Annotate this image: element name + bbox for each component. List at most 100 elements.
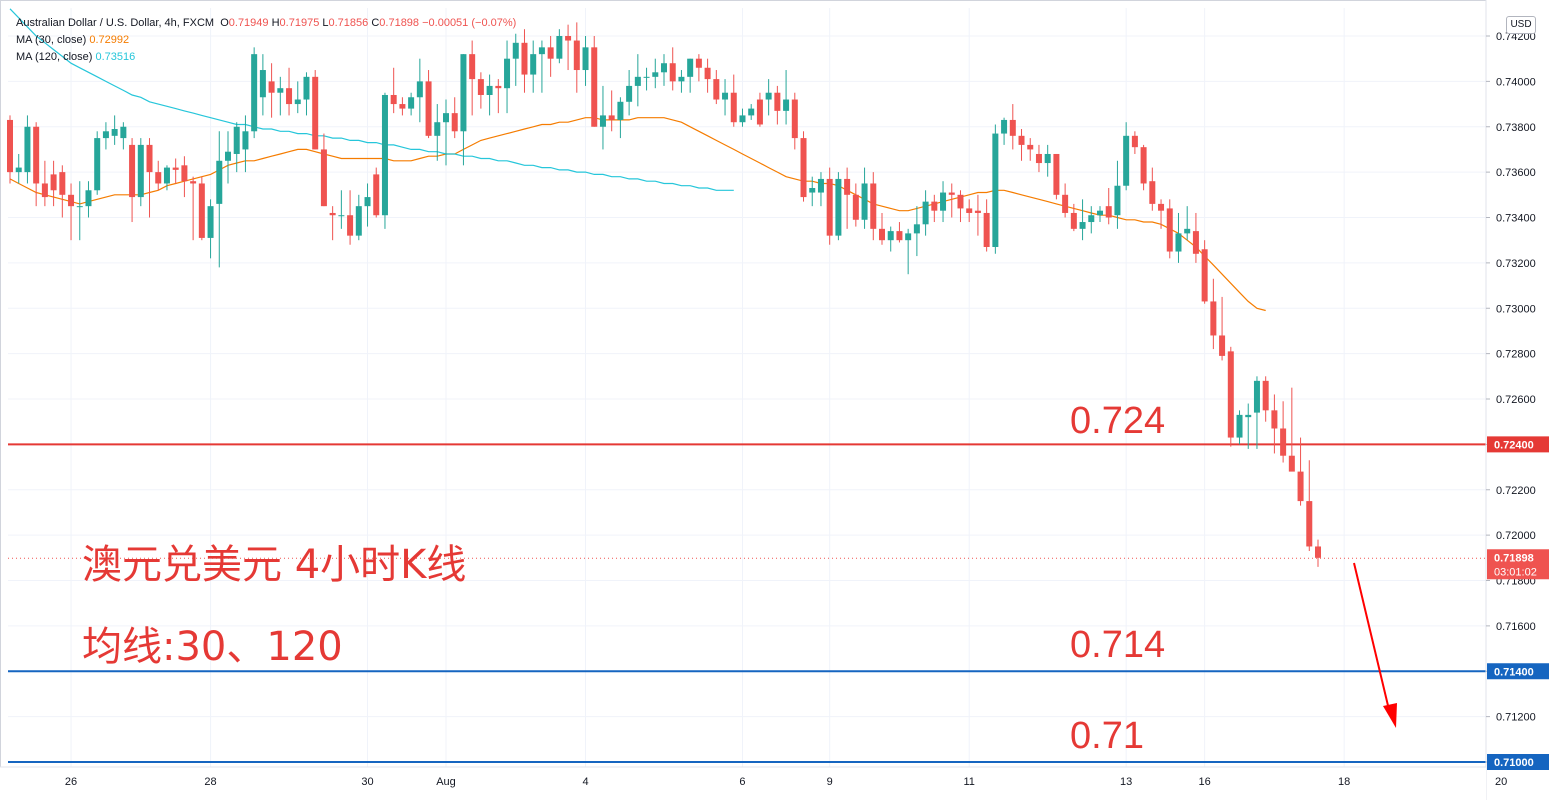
ma30-value: 0.72992 (89, 34, 130, 46)
candle-down (966, 199, 973, 223)
candle-down (347, 190, 354, 245)
chart-grid (8, 8, 1502, 767)
time-axis: 262830Aug469111316182023 (0, 766, 1507, 800)
candle-body (826, 178, 833, 236)
candle-body (347, 215, 354, 236)
time-tick-label: 4 (582, 776, 588, 788)
ma30-line (9, 117, 1266, 312)
candle-up (512, 33, 519, 86)
candle-up (887, 226, 894, 252)
candle-up (634, 54, 641, 107)
candle-up (835, 172, 842, 241)
candle-body (1280, 428, 1287, 456)
candle-body (1088, 215, 1095, 223)
candle-body (634, 76, 641, 86)
candle-up (1245, 403, 1252, 449)
candle-up (905, 228, 912, 275)
currency-badge[interactable]: USD (1506, 16, 1536, 34)
candle-down (957, 190, 964, 223)
candle-up (922, 190, 929, 236)
last-price-tag (1487, 549, 1549, 580)
candle-down (146, 138, 153, 218)
candle-down (730, 74, 737, 127)
candle-body (425, 81, 432, 136)
level-price-tag (1487, 663, 1549, 680)
candle-body (1184, 228, 1191, 234)
candle-body (181, 165, 188, 182)
candle-body (695, 58, 702, 68)
candle-body (320, 149, 327, 207)
candle-down (286, 67, 293, 116)
candle-up (687, 58, 694, 93)
price-tick-label: 0.72000 (1496, 530, 1536, 542)
candle-body (259, 70, 266, 98)
candle-down (547, 36, 554, 77)
candle-body (713, 79, 720, 100)
candle-body (1158, 203, 1165, 211)
candle-body (1253, 380, 1260, 413)
candle-up (1253, 376, 1260, 449)
candle-body (303, 76, 310, 100)
candle-down (948, 183, 955, 218)
candle-body (111, 129, 118, 136)
candle-body (225, 151, 231, 161)
candle-body (207, 206, 214, 238)
candle-body (242, 131, 249, 150)
candle-up (1097, 206, 1103, 223)
candle-down (129, 138, 136, 223)
candle-body (233, 126, 240, 154)
annotation-title: 澳元兑美元 4小时K线 (82, 542, 467, 588)
candle-up (416, 58, 423, 123)
candle-body (286, 88, 293, 105)
annotation-subtitle: 均线:30、120 (82, 624, 343, 670)
candle-body (800, 138, 807, 198)
candle-body (626, 85, 633, 102)
candle-down (390, 67, 397, 114)
level-price-tag (1487, 754, 1549, 770)
candle-body (85, 190, 92, 207)
candle-body (530, 54, 537, 75)
candle-up (277, 76, 284, 116)
ohlc-low-label: L (322, 17, 329, 29)
candle-body (669, 63, 676, 82)
annotation-level-724: 0.724 (1070, 400, 1166, 442)
candle-body (329, 212, 336, 216)
candle-up (460, 54, 467, 166)
candle-down (983, 199, 990, 252)
candle-body (1245, 414, 1252, 418)
price-tick-label: 0.72600 (1496, 394, 1536, 406)
symbol-name: Australian Dollar / U.S. Dollar, 4h, FXC… (16, 17, 215, 29)
time-tick-label: 28 (204, 776, 216, 788)
candle-down (1210, 278, 1217, 350)
legend-ma30-row[interactable]: MA (30, close) 0.72992 (16, 32, 516, 49)
candle-down (1070, 203, 1077, 232)
candle-body (7, 119, 13, 173)
candle-down (50, 160, 57, 207)
candle-up (678, 70, 685, 93)
candle-body (373, 174, 380, 216)
candle-up (85, 181, 92, 218)
candle-body (1166, 208, 1173, 252)
candle-down (1149, 167, 1156, 211)
candle-down (1131, 131, 1138, 154)
ma120-line (9, 8, 734, 191)
candles (7, 22, 1321, 567)
forecast-arrow-line (1353, 562, 1391, 715)
candle-body (1227, 351, 1234, 438)
candle-body (1035, 153, 1042, 164)
candle-body (974, 210, 981, 213)
candle-down (1009, 104, 1016, 150)
candle-up (722, 79, 729, 116)
candle-down (329, 206, 336, 241)
candle-body (1192, 231, 1199, 254)
candle-body (940, 192, 947, 211)
candle-body (120, 126, 127, 139)
candle-body (1053, 153, 1060, 195)
legend-ma120-row[interactable]: MA (120, close) 0.73516 (16, 49, 516, 66)
candle-down (1297, 437, 1304, 506)
candle-up (661, 54, 667, 86)
candle-body (451, 113, 458, 132)
candle-down (1315, 539, 1321, 567)
candle-body (416, 81, 423, 98)
